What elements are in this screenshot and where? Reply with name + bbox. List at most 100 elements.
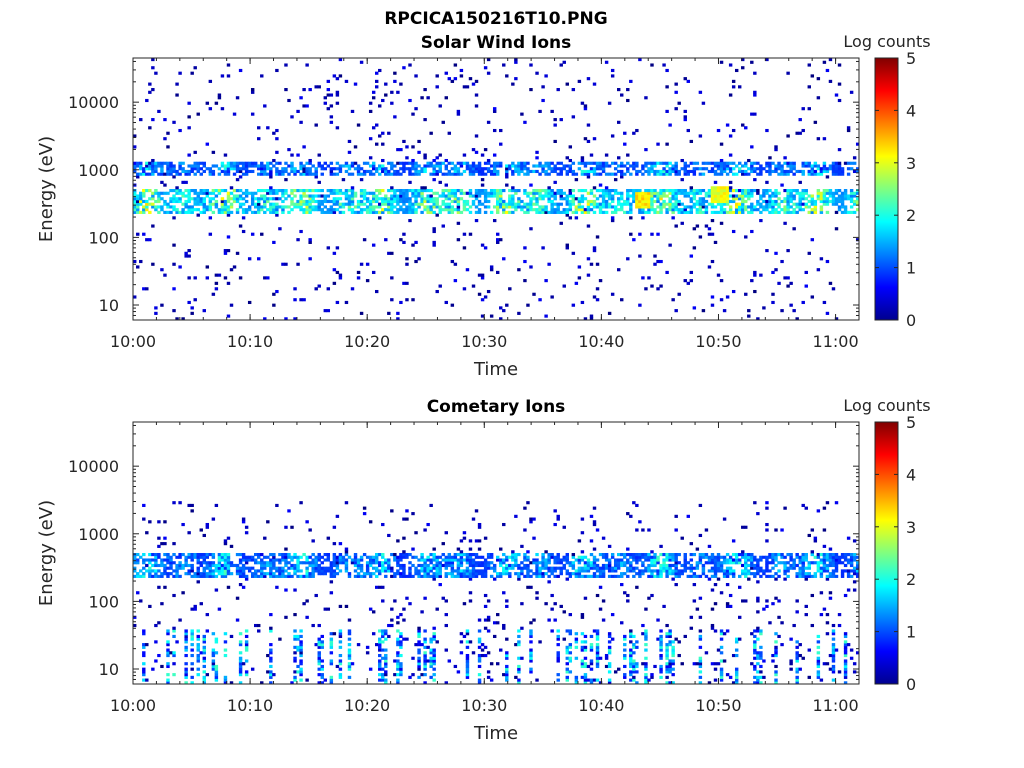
heatmap-cell bbox=[852, 199, 857, 204]
heatmap-cell bbox=[347, 205, 352, 209]
heatmap-cell bbox=[214, 202, 219, 206]
heatmap-cell bbox=[241, 555, 246, 559]
heatmap-cell bbox=[562, 284, 566, 288]
heatmap-cell bbox=[432, 563, 436, 568]
heatmap-cell bbox=[459, 563, 464, 568]
heatmap-cell bbox=[828, 189, 833, 193]
heatmap-cell bbox=[610, 292, 615, 296]
heatmap-cell bbox=[644, 643, 648, 647]
heatmap-cell bbox=[632, 651, 636, 655]
heatmap-cell bbox=[384, 172, 388, 176]
heatmap-cell bbox=[638, 58, 642, 62]
heatmap-cell bbox=[489, 164, 494, 168]
heatmap-cell bbox=[332, 268, 337, 272]
heatmap-cell bbox=[638, 197, 642, 201]
heatmap-cell bbox=[238, 566, 243, 570]
heatmap-cell bbox=[399, 191, 403, 195]
heatmap-cell bbox=[456, 205, 461, 209]
heatmap-cell bbox=[378, 569, 382, 573]
heatmap-cell bbox=[359, 194, 364, 198]
heatmap-cell bbox=[586, 257, 591, 261]
heatmap-cell bbox=[217, 208, 222, 212]
heatmap-cell bbox=[477, 653, 482, 658]
heatmap-cell bbox=[269, 553, 273, 557]
heatmap-cell bbox=[499, 128, 503, 133]
heatmap-cell bbox=[837, 189, 842, 193]
heatmap-cell bbox=[623, 555, 627, 559]
heatmap-cell bbox=[562, 197, 566, 201]
heatmap-cell bbox=[840, 167, 845, 171]
heatmap-cell bbox=[278, 197, 282, 201]
heatmap-cell bbox=[477, 167, 482, 171]
heatmap-cell bbox=[601, 205, 606, 209]
heatmap-cell bbox=[362, 572, 367, 576]
heatmap-cell bbox=[347, 662, 352, 666]
heatmap-cell bbox=[420, 553, 424, 557]
heatmap-cell bbox=[260, 167, 264, 171]
heatmap-cell bbox=[819, 199, 824, 204]
heatmap-cell bbox=[462, 553, 467, 557]
heatmap-cell bbox=[208, 208, 213, 212]
heatmap-cell bbox=[453, 169, 458, 174]
heatmap-cell bbox=[653, 172, 657, 176]
heatmap-cell bbox=[284, 189, 288, 193]
heatmap-cell bbox=[544, 208, 548, 212]
heatmap-cell bbox=[580, 574, 585, 578]
heatmap-cell bbox=[320, 634, 324, 639]
heatmap-cell bbox=[771, 191, 775, 195]
heatmap-cell bbox=[378, 210, 382, 214]
heatmap-cell bbox=[378, 553, 382, 557]
heatmap-cell bbox=[381, 553, 385, 557]
heatmap-cell bbox=[644, 199, 648, 204]
heatmap-cell bbox=[459, 172, 464, 176]
heatmap-cell bbox=[607, 566, 612, 570]
heatmap-cell bbox=[825, 210, 830, 214]
heatmap-cell bbox=[514, 77, 518, 81]
heatmap-cell bbox=[492, 621, 497, 625]
heatmap-cell bbox=[759, 167, 763, 171]
heatmap-cell bbox=[438, 284, 442, 288]
heatmap-cell bbox=[586, 273, 591, 277]
heatmap-cell bbox=[492, 167, 497, 171]
heatmap-cell bbox=[402, 517, 406, 521]
heatmap-cell bbox=[783, 161, 787, 165]
heatmap-cell bbox=[326, 208, 331, 212]
heatmap-cell bbox=[541, 169, 545, 174]
heatmap-cell bbox=[777, 172, 781, 176]
heatmap-cell bbox=[668, 167, 672, 171]
heatmap-cell bbox=[414, 569, 418, 573]
heatmap-cell bbox=[169, 205, 173, 209]
x-tick-label: 10:30 bbox=[461, 332, 507, 351]
heatmap-cell bbox=[822, 161, 827, 165]
heatmap-cell bbox=[477, 202, 482, 206]
heatmap-cell bbox=[190, 607, 194, 611]
heatmap-cell bbox=[184, 670, 188, 674]
heatmap-cell bbox=[704, 161, 709, 165]
heatmap-cell bbox=[562, 610, 566, 614]
heatmap-cell bbox=[235, 618, 240, 622]
heatmap-cell bbox=[332, 555, 337, 559]
heatmap-cell bbox=[220, 205, 225, 209]
heatmap-cell bbox=[175, 186, 179, 190]
heatmap-cell bbox=[638, 520, 642, 524]
heatmap-cell bbox=[302, 199, 306, 204]
heatmap-cell bbox=[520, 208, 524, 212]
heatmap-cell bbox=[281, 194, 285, 198]
heatmap-cell bbox=[613, 208, 618, 212]
heatmap-cell bbox=[474, 134, 479, 138]
heatmap-cell bbox=[435, 191, 439, 195]
heatmap-cell bbox=[465, 553, 470, 557]
heatmap-cell bbox=[223, 539, 228, 543]
heatmap-cell bbox=[822, 199, 827, 204]
heatmap-cell bbox=[650, 675, 654, 679]
heatmap-cell bbox=[278, 572, 282, 576]
heatmap-cell bbox=[444, 71, 448, 75]
heatmap-cell bbox=[220, 164, 225, 168]
heatmap-cell bbox=[293, 637, 297, 641]
heatmap-cell bbox=[199, 161, 203, 165]
heatmap-cell bbox=[133, 202, 137, 206]
heatmap-cell bbox=[181, 191, 185, 195]
heatmap-cell bbox=[166, 558, 170, 562]
heatmap-cell bbox=[247, 566, 252, 570]
heatmap-cell bbox=[574, 656, 579, 660]
